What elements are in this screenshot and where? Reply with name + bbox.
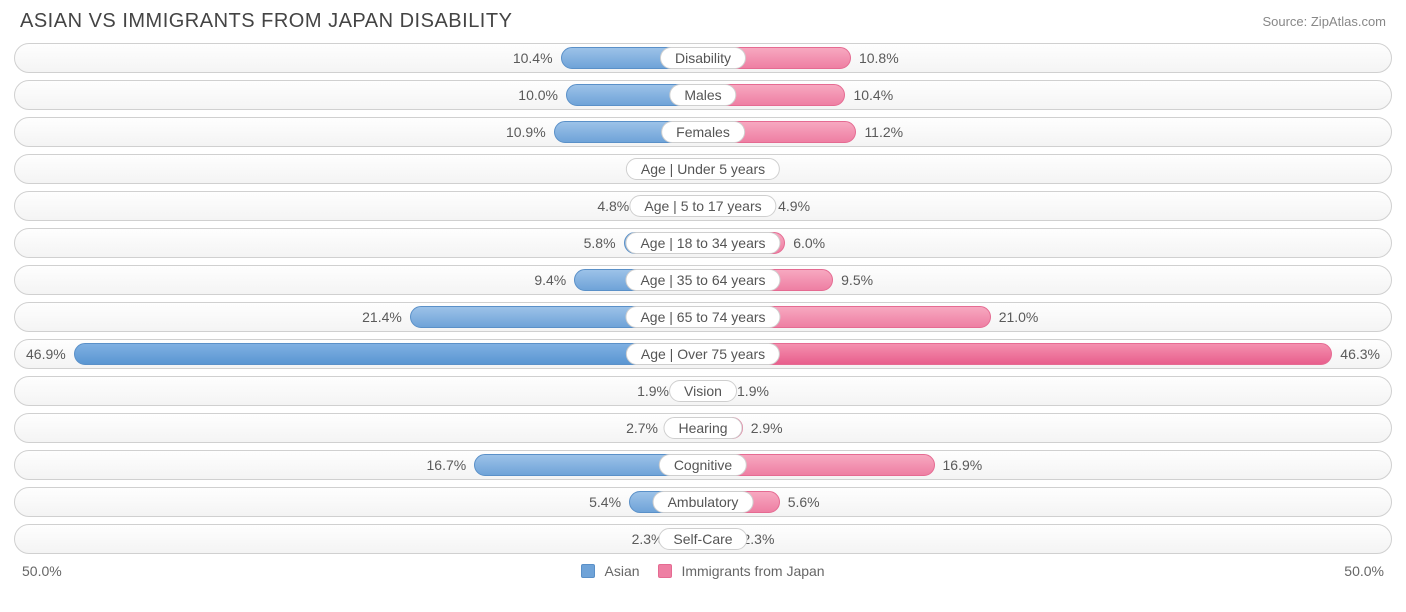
bar-row: 1.1%1.1%Age | Under 5 years xyxy=(14,154,1392,184)
value-left: 10.9% xyxy=(498,124,554,140)
value-right: 46.3% xyxy=(1332,346,1388,362)
value-left: 10.0% xyxy=(510,87,566,103)
bar-left xyxy=(74,343,703,365)
value-left: 46.9% xyxy=(18,346,74,362)
category-label: Females xyxy=(661,121,745,143)
value-left: 5.4% xyxy=(581,494,629,510)
category-label: Self-Care xyxy=(658,528,747,550)
bar-row: 10.0% 10.4% Males xyxy=(14,80,1392,110)
value-right: 10.8% xyxy=(851,50,907,66)
value-right: 6.0% xyxy=(785,235,833,251)
category-label: Age | 18 to 34 years xyxy=(625,232,780,254)
chart-footer: 50.0% Asian Immigrants from Japan 50.0% xyxy=(0,561,1406,587)
bar-row: 4.8%4.9%Age | 5 to 17 years xyxy=(14,191,1392,221)
bar-row: 2.7% 2.9%Hearing xyxy=(14,413,1392,443)
bar-row: 5.8% 6.0% Age | 18 to 34 years xyxy=(14,228,1392,258)
category-label: Males xyxy=(669,84,736,106)
value-right: 11.2% xyxy=(856,124,911,140)
legend-item-asian: Asian xyxy=(581,563,639,579)
category-label: Age | 65 to 74 years xyxy=(625,306,780,328)
bar-row: 5.4% 5.6% Ambulatory xyxy=(14,487,1392,517)
category-label: Age | Over 75 years xyxy=(626,343,780,365)
category-label: Age | 5 to 17 years xyxy=(629,195,776,217)
legend-label-japan: Immigrants from Japan xyxy=(681,563,824,579)
bar-row: 21.4% 21.0% Age | 65 to 74 years xyxy=(14,302,1392,332)
category-label: Cognitive xyxy=(659,454,747,476)
swatch-asian xyxy=(581,564,595,578)
bar-row: 46.9% 46.3% Age | Over 75 years xyxy=(14,339,1392,369)
bar-row: 9.4% 9.5% Age | 35 to 64 years xyxy=(14,265,1392,295)
bar-row: 10.9% 11.2% Females xyxy=(14,117,1392,147)
value-right: 21.0% xyxy=(991,309,1047,325)
axis-max-left: 50.0% xyxy=(22,563,62,579)
swatch-japan xyxy=(658,564,672,578)
category-label: Age | 35 to 64 years xyxy=(625,269,780,291)
diverging-bar-chart: 10.4% 10.8% Disability 10.0% 10.4% Males 10.9%… xyxy=(0,39,1406,554)
bar-row: 1.9%1.9%Vision xyxy=(14,376,1392,406)
value-left: 21.4% xyxy=(354,309,410,325)
value-right: 2.9% xyxy=(743,420,791,436)
category-label: Ambulatory xyxy=(653,491,754,513)
value-left: 2.7% xyxy=(618,420,666,436)
bar-row: 16.7% 16.9% Cognitive xyxy=(14,450,1392,480)
value-left: 5.8% xyxy=(576,235,624,251)
value-left: 9.4% xyxy=(526,272,574,288)
category-label: Age | Under 5 years xyxy=(626,158,780,180)
value-right: 4.9% xyxy=(770,198,818,214)
legend: Asian Immigrants from Japan xyxy=(581,563,824,579)
value-right: 10.4% xyxy=(845,87,901,103)
legend-item-japan: Immigrants from Japan xyxy=(658,563,825,579)
header: ASIAN VS IMMIGRANTS FROM JAPAN DISABILIT… xyxy=(0,0,1406,39)
bar-right xyxy=(703,343,1332,365)
value-left: 16.7% xyxy=(419,457,475,473)
legend-label-asian: Asian xyxy=(605,563,640,579)
category-label: Disability xyxy=(660,47,746,69)
value-right: 9.5% xyxy=(833,272,881,288)
chart-title: ASIAN VS IMMIGRANTS FROM JAPAN DISABILIT… xyxy=(20,10,512,33)
category-label: Vision xyxy=(669,380,737,402)
bar-row: 2.3%2.3%Self-Care xyxy=(14,524,1392,554)
value-right: 5.6% xyxy=(780,494,828,510)
bar-row: 10.4% 10.8% Disability xyxy=(14,43,1392,73)
value-right: 16.9% xyxy=(935,457,991,473)
category-label: Hearing xyxy=(663,417,742,439)
axis-max-right: 50.0% xyxy=(1344,563,1384,579)
source-attribution: Source: ZipAtlas.com xyxy=(1262,14,1386,29)
value-left: 10.4% xyxy=(505,50,561,66)
